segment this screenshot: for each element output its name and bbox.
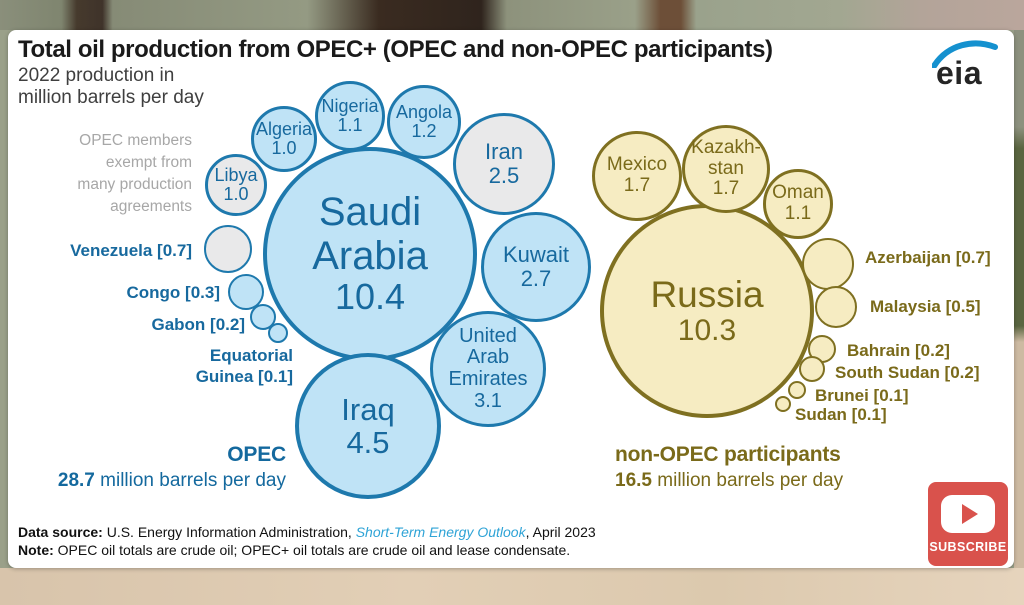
- subscribe-button[interactable]: SUBSCRIBE: [928, 482, 1008, 566]
- opec-total: OPEC 28.7 million barrels per day: [20, 443, 286, 492]
- exempt-members-note: OPEC members exempt from many production ag…: [77, 132, 192, 215]
- bubble-algeria: Algeria 1.0: [251, 106, 317, 172]
- video-background-bottom: [0, 568, 1024, 605]
- bubble-azerbaijan: [802, 238, 854, 290]
- non-opec-total-name: non-OPEC participants: [615, 443, 841, 466]
- opec-total-line: 28.7 million barrels per day: [20, 470, 286, 492]
- eia-swoosh-icon: [932, 40, 998, 68]
- youtube-play-icon: [941, 494, 995, 533]
- data-source-line: Data source: U.S. Energy Information Adm…: [18, 524, 596, 540]
- data-source-date: , April 2023: [525, 524, 596, 540]
- opec-total-name: OPEC: [227, 443, 286, 466]
- non-opec-total-unit: million barrels per day: [657, 470, 844, 491]
- bubble-oman: Oman 1.1: [763, 169, 833, 239]
- bubble-congo: [228, 274, 264, 310]
- bubble-malaysia: [815, 286, 857, 328]
- label-south-sudan-0-2: South Sudan [0.2]: [835, 362, 980, 382]
- bubble-iran: Iran 2.5: [453, 113, 555, 215]
- data-source-text: U.S. Energy Information Administration,: [102, 524, 356, 540]
- bubble-mexico: Mexico 1.7: [592, 131, 682, 221]
- label-brunei-0-1: Brunei [0.1]: [815, 385, 909, 405]
- label-azerbaijan-0-7: Azerbaijan [0.7]: [865, 247, 991, 267]
- opec-total-value: 28.7: [57, 470, 95, 491]
- note-line: Note: OPEC oil totals are crude oil; OPE…: [18, 542, 570, 558]
- label-congo-0-3: Congo [0.3]: [126, 282, 221, 302]
- note-text: OPEC oil totals are crude oil; OPEC+ oil…: [53, 542, 571, 558]
- label-equatorial-guinea-0-1: Equatorial Guinea [0.1]: [195, 346, 293, 386]
- bubble-kuwait: Kuwait 2.7: [481, 212, 591, 322]
- subscribe-label: SUBSCRIBE: [929, 539, 1007, 554]
- bubble-brunei: [788, 381, 806, 399]
- bubble-united-arab-emirates: United Arab Emirates 3.1: [430, 311, 546, 427]
- opec-total-unit: million barrels per day: [100, 470, 286, 491]
- bubble-equatorial-guinea: [268, 323, 288, 343]
- video-background-right: [1014, 30, 1024, 568]
- eia-logo: eia: [930, 38, 1002, 92]
- bubble-venezuela: [204, 225, 252, 273]
- non-opec-total-line: 16.5 million barrels per day: [615, 470, 843, 492]
- bubble-libya: Libya 1.0: [205, 154, 267, 216]
- bubble-kazakhstan: Kazakh-stan 1.7: [682, 125, 770, 213]
- bubble-nigeria: Nigeria 1.1: [315, 81, 385, 151]
- label-gabon-0-2: Gabon [0.2]: [151, 314, 245, 334]
- data-source-link[interactable]: Short-Term Energy Outlook: [355, 524, 526, 540]
- data-source-label: Data source:: [18, 524, 103, 540]
- non-opec-total: non-OPEC participants 16.5 million barre…: [615, 443, 843, 492]
- bubble-russia: Russia 10.3: [600, 204, 814, 418]
- label-venezuela-0-7: Venezuela [0.7]: [70, 240, 192, 260]
- bubble-sudan: [775, 396, 791, 412]
- bubble-angola: Angola 1.2: [387, 85, 461, 159]
- label-sudan-0-1: Sudan [0.1]: [795, 404, 887, 424]
- eia-logo-text: eia: [936, 55, 982, 91]
- chart-subtitle: 2022 production in million barrels per da…: [18, 65, 204, 108]
- note-label: Note:: [18, 542, 54, 558]
- label-malaysia-0-5: Malaysia [0.5]: [870, 296, 981, 316]
- video-background-top: [0, 0, 1024, 30]
- label-bahrain-0-2: Bahrain [0.2]: [847, 340, 950, 360]
- chart-title: Total oil production from OPEC+ (OPEC an…: [18, 36, 773, 63]
- bubble-south-sudan: [799, 356, 825, 382]
- bubble-iraq: Iraq 4.5: [295, 353, 441, 499]
- non-opec-total-value: 16.5: [615, 470, 652, 491]
- play-triangle-icon: [962, 503, 978, 524]
